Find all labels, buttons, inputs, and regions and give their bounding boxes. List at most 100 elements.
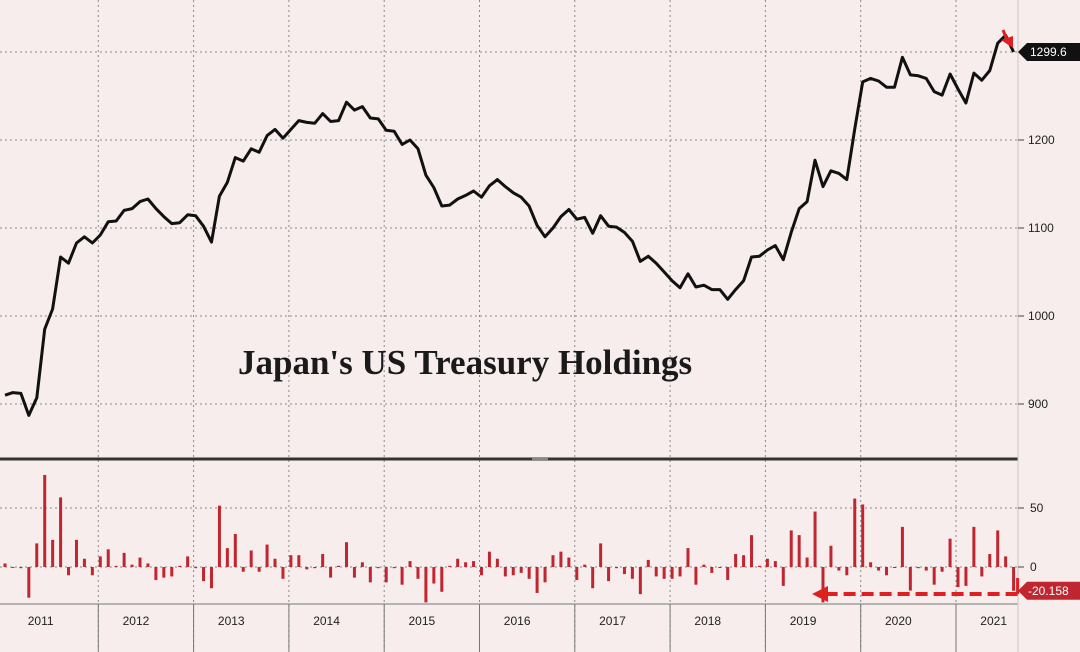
bar [400, 567, 404, 585]
bar [114, 565, 118, 567]
last-value-tag-top [1018, 43, 1080, 61]
y-axis-bottom: 50 0 [1018, 501, 1044, 574]
bar [329, 567, 333, 578]
bar [217, 505, 221, 567]
bar [305, 567, 309, 570]
bar [408, 561, 412, 567]
bar [622, 567, 626, 575]
bar [853, 498, 857, 567]
bar [511, 567, 515, 576]
bar [591, 567, 595, 589]
bar [877, 567, 881, 571]
bar [1012, 567, 1016, 591]
bar [742, 555, 746, 567]
bar [98, 556, 102, 567]
bar [630, 567, 634, 579]
annotations [812, 29, 1020, 602]
bar [861, 504, 865, 567]
bar [209, 567, 213, 589]
bar [146, 563, 150, 567]
bar [908, 567, 912, 591]
bar [900, 526, 904, 567]
bar [916, 567, 920, 569]
bar [543, 567, 547, 583]
bar [194, 567, 198, 569]
bar [972, 526, 976, 567]
x-year-label: 2017 [599, 614, 626, 628]
bar [162, 567, 166, 578]
bar [241, 567, 245, 572]
bar [344, 542, 348, 567]
bar [535, 567, 539, 593]
bar [519, 567, 523, 573]
bar [710, 567, 714, 573]
bar [654, 567, 658, 577]
bar [583, 564, 587, 567]
bar [567, 557, 571, 567]
chart-title: Japan's US Treasury Holdings [238, 343, 692, 382]
x-year-label: 2021 [980, 614, 1007, 628]
bar [289, 555, 293, 567]
bar [527, 567, 531, 579]
bar [757, 565, 761, 567]
bar [980, 567, 984, 577]
bar [789, 530, 793, 567]
bar [138, 557, 142, 567]
bar [170, 567, 174, 577]
bar [781, 567, 785, 586]
y-tick-label: 1100 [1028, 221, 1054, 235]
bar [202, 567, 206, 582]
bar [662, 567, 666, 579]
bar [964, 567, 968, 586]
bar [154, 567, 158, 580]
bar [765, 558, 769, 567]
bar [59, 497, 63, 567]
y-tick-label: 0 [1030, 560, 1037, 574]
grid-lines [0, 0, 1018, 652]
bar [607, 567, 611, 582]
down-arrow-head [1001, 36, 1013, 48]
bar [11, 567, 15, 568]
bar [43, 474, 47, 567]
x-axis-years: 2011 2012 2013 2014 2015 2016 2017 2018 2019 2020… [28, 614, 1008, 628]
x-year-label: 2016 [504, 614, 531, 628]
bar [416, 567, 420, 579]
bar [82, 558, 86, 567]
bar [813, 511, 817, 567]
bar [281, 567, 285, 579]
bar [313, 567, 317, 569]
bar [106, 549, 110, 567]
bar [940, 567, 944, 572]
bar [51, 539, 55, 567]
x-year-label: 2018 [694, 614, 721, 628]
y-tick-label: 900 [1028, 397, 1048, 411]
y-tick-label: 1000 [1028, 309, 1055, 323]
bar [225, 548, 229, 567]
bar [837, 567, 841, 571]
bar [495, 558, 499, 567]
bar [805, 557, 809, 567]
change-bars [3, 474, 1016, 603]
bar [186, 556, 190, 567]
x-year-label: 2020 [885, 614, 912, 628]
bar [392, 567, 396, 569]
bar [424, 567, 428, 603]
bar [885, 567, 889, 576]
bar [646, 559, 650, 567]
bar [487, 551, 491, 567]
bar [924, 567, 928, 571]
bar [273, 558, 277, 567]
bar [773, 561, 777, 567]
bar [638, 567, 642, 595]
bar [464, 562, 468, 567]
bar [551, 555, 555, 567]
y-axis-top: 900 1000 1100 1200 [1018, 133, 1055, 411]
bar [734, 554, 738, 567]
bar [869, 562, 873, 567]
bar [750, 535, 754, 567]
bar [702, 564, 706, 567]
bar [27, 567, 31, 598]
bar [559, 551, 563, 567]
last-value-tags: 1299.6 -20.158 [1018, 43, 1080, 600]
